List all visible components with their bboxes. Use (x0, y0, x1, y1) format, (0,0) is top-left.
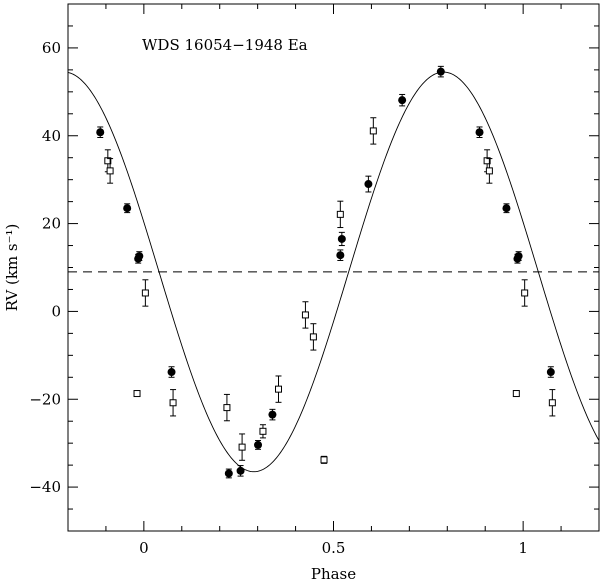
x-tick-label: 1 (518, 539, 528, 557)
rv-point-filled (135, 251, 144, 261)
y-tick-label: 60 (42, 39, 61, 57)
point-marker (512, 390, 520, 398)
rv-point-open (548, 389, 556, 417)
rv-point-filled (337, 231, 346, 247)
point-marker (96, 128, 105, 137)
rv-point-open (512, 390, 520, 398)
rv-point-filled (236, 465, 245, 477)
point-marker (133, 390, 141, 398)
point-marker (514, 252, 523, 261)
rv-point-filled (167, 366, 176, 378)
orbit-model-curve (68, 71, 599, 473)
rv-point-filled (96, 126, 105, 139)
y-tick-label: −40 (29, 478, 61, 496)
point-marker (475, 128, 484, 137)
data-points (96, 65, 556, 479)
rv-point-filled (475, 126, 484, 139)
point-marker (141, 289, 149, 297)
rv-point-open (521, 279, 529, 307)
point-marker (336, 210, 344, 218)
point-marker (309, 333, 317, 341)
point-marker (275, 385, 283, 393)
rv-point-filled (398, 93, 407, 107)
point-marker (546, 368, 555, 377)
point-marker (320, 456, 328, 464)
point-marker (238, 443, 246, 451)
point-marker (337, 234, 346, 243)
point-marker (336, 251, 345, 260)
rv-point-open (133, 390, 141, 398)
chart-title: WDS 16054−1948 Ea (142, 36, 308, 54)
y-tick-label: 20 (42, 215, 61, 233)
y-tick-label: 0 (51, 302, 61, 320)
rv-point-open (106, 158, 114, 184)
point-marker (254, 440, 263, 449)
point-marker (398, 96, 407, 105)
rv-point-filled (436, 65, 445, 78)
point-marker (169, 399, 177, 407)
point-marker (364, 180, 373, 189)
rv-point-filled (502, 203, 511, 214)
point-marker (167, 368, 176, 377)
y-axis-label: RV (km s⁻¹) (3, 224, 21, 312)
point-marker (123, 204, 132, 213)
point-marker (483, 157, 491, 165)
point-marker (224, 469, 233, 478)
rv-point-filled (254, 440, 263, 450)
rv-point-open (259, 424, 267, 439)
x-axis-label: Phase (311, 565, 356, 583)
x-tick-label: 0 (139, 539, 149, 557)
point-marker (485, 167, 493, 175)
point-marker (502, 204, 511, 213)
rv-point-open (141, 279, 149, 307)
point-marker (236, 466, 245, 475)
point-marker (268, 410, 277, 419)
point-marker (106, 167, 114, 175)
rv-point-open (223, 393, 231, 422)
rv-point-open (485, 158, 493, 184)
rv-point-open (309, 323, 317, 351)
rv-point-open (238, 433, 246, 461)
rv-point-filled (268, 408, 277, 421)
rv-point-filled (364, 175, 373, 193)
rv-point-filled (123, 203, 132, 214)
point-marker (369, 127, 377, 135)
rv-point-open (275, 375, 283, 403)
rv-point-open (320, 455, 328, 464)
point-marker (436, 67, 445, 76)
plot-frame (67, 3, 600, 532)
y-tick-label: 40 (42, 127, 61, 145)
rv-point-filled (224, 468, 233, 479)
axis-ticks (67, 3, 600, 532)
point-marker (301, 311, 309, 319)
rv-point-open (169, 389, 177, 417)
point-marker (135, 252, 144, 261)
rv-point-filled (514, 251, 523, 261)
point-marker (104, 157, 112, 165)
rv-point-open (369, 117, 377, 145)
point-marker (259, 427, 267, 435)
point-marker (521, 289, 529, 297)
rv-point-filled (546, 366, 555, 378)
axis-tick-labels: 0 0.5 1 −40 −20 0 20 40 60 (29, 39, 528, 557)
rv-point-open (336, 200, 344, 229)
rv-point-open (301, 301, 309, 329)
point-marker (548, 399, 556, 407)
rv-point-filled (336, 249, 345, 261)
x-tick-label: 0.5 (322, 539, 346, 557)
y-tick-label: −20 (29, 390, 61, 408)
point-marker (223, 404, 231, 412)
